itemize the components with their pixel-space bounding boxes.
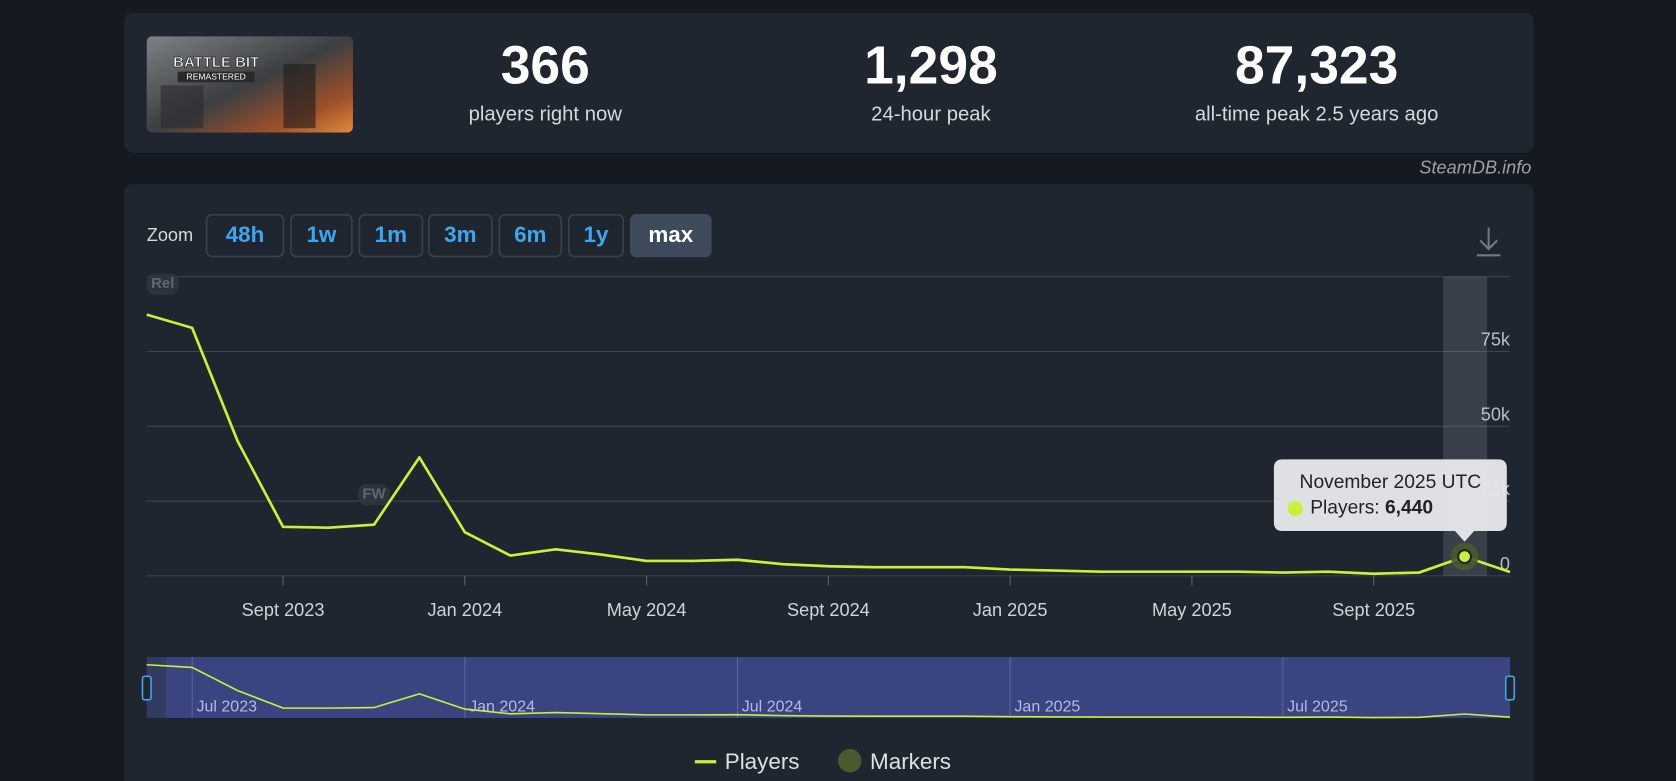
zoom-label: Zoom: [147, 225, 193, 245]
zoom-button-bg: [358, 213, 424, 258]
stat-label: 24-hour peak: [871, 104, 991, 126]
image-title: BATTLE BIT: [173, 54, 259, 71]
game-image[interactable]: BATTLE BIT REMASTERED: [146, 36, 353, 133]
zoom-button[interactable]: 6m: [498, 213, 563, 258]
x-tick-label: May 2025: [1152, 600, 1232, 620]
navigator-tick-label: Jul 2024: [742, 698, 803, 716]
legend-swatch: [838, 748, 862, 773]
zoom-button[interactable]: 1y: [567, 213, 625, 258]
x-tick-label: Jan 2025: [973, 600, 1048, 620]
zoom-button[interactable]: 48h: [205, 213, 285, 258]
tooltip-series-label: Players:: [1310, 498, 1385, 519]
x-tick-label: Sept 2024: [787, 600, 870, 620]
navigator-unselected: [146, 657, 166, 718]
y-tick-label: 50k: [1481, 404, 1511, 424]
tooltip-value: 6,440: [1385, 498, 1433, 519]
stat-value: 87,323: [1235, 37, 1398, 96]
zoom-button-label: max: [648, 222, 693, 247]
navigator-tick-label: Jul 2025: [1287, 698, 1348, 716]
download-button[interactable]: [1476, 227, 1501, 257]
zoom-button-bg: [567, 213, 625, 258]
navigator-tick-label: Jan 2025: [1014, 698, 1080, 716]
event-marker-label: Rel: [151, 275, 174, 292]
y-tick-label: 75k: [1481, 330, 1511, 350]
x-tick-label: Sept 2023: [242, 600, 325, 620]
event-marker-label: FW: [362, 486, 386, 503]
stat-value: 366: [501, 37, 590, 96]
tooltip-swatch: [1287, 501, 1303, 517]
zoom-button-bg: [629, 213, 712, 258]
event-marker-bg: [146, 273, 179, 295]
series-line: [146, 313, 1511, 576]
credit[interactable]: SteamDB.info: [1419, 158, 1531, 178]
stat-label: all-time peak 2.5 years ago: [1195, 104, 1439, 126]
x-tick-label: Jan 2024: [427, 600, 502, 620]
event-marker[interactable]: FW: [357, 483, 390, 506]
zoom-button[interactable]: max: [629, 213, 712, 258]
tooltip-title: November 2025 UTC: [1300, 472, 1482, 493]
download-icon: [1479, 239, 1498, 251]
zoom-buttons: 48h 1w 1m 3m 6m 1y max: [205, 213, 712, 258]
tooltip-box: [1273, 459, 1507, 542]
stat-label: players right now: [469, 104, 623, 126]
zoom-button-bg: [428, 213, 493, 258]
stats-panel: [124, 12, 1534, 153]
hover-point: [1457, 549, 1473, 565]
zoom-button-label: 1m: [375, 222, 407, 247]
image-subtitle-bg: [177, 71, 255, 83]
tooltip-row: Players: 6,440: [1310, 498, 1433, 519]
navigator-handle[interactable]: [141, 675, 152, 701]
chart-panel: [124, 183, 1534, 781]
zoom-button-label: 1w: [306, 222, 336, 247]
zoom-button[interactable]: 1w: [290, 213, 353, 258]
image-shape: [283, 64, 316, 129]
zoom-button-label: 3m: [444, 222, 476, 247]
x-tick-label: Sept 2025: [1332, 600, 1415, 620]
legend-label[interactable]: Players: [725, 749, 800, 774]
event-marker[interactable]: Rel: [146, 273, 179, 295]
stat-value: 1,298: [864, 37, 998, 96]
legend-label[interactable]: Markers: [870, 749, 951, 774]
navigator-line: [146, 663, 1511, 719]
image-subtitle: REMASTERED: [187, 72, 246, 82]
zoom-button-label: 1y: [584, 222, 609, 247]
x-tick-label: May 2024: [607, 600, 687, 620]
zoom-button-label: 6m: [514, 222, 546, 247]
zoom-button-bg: [290, 213, 353, 258]
navigator-handle[interactable]: [1504, 675, 1516, 701]
zoom-button-label: 48h: [226, 222, 265, 247]
stats: 366 players right now 1,298 24-hour peak 87,…: [469, 37, 1439, 126]
event-marker-bg: [357, 483, 390, 506]
image-shape: [160, 85, 204, 129]
zoom-button-bg: [205, 213, 285, 258]
zoom-button[interactable]: 1m: [358, 213, 424, 258]
navigator-tick-label: Jul 2023: [196, 698, 257, 716]
y-tick-label: 0: [1500, 554, 1510, 574]
zoom-button[interactable]: 3m: [428, 213, 493, 258]
tooltip: November 2025 UTC Players: 6,440: [1273, 459, 1507, 542]
zoom-button-bg: [498, 213, 563, 258]
